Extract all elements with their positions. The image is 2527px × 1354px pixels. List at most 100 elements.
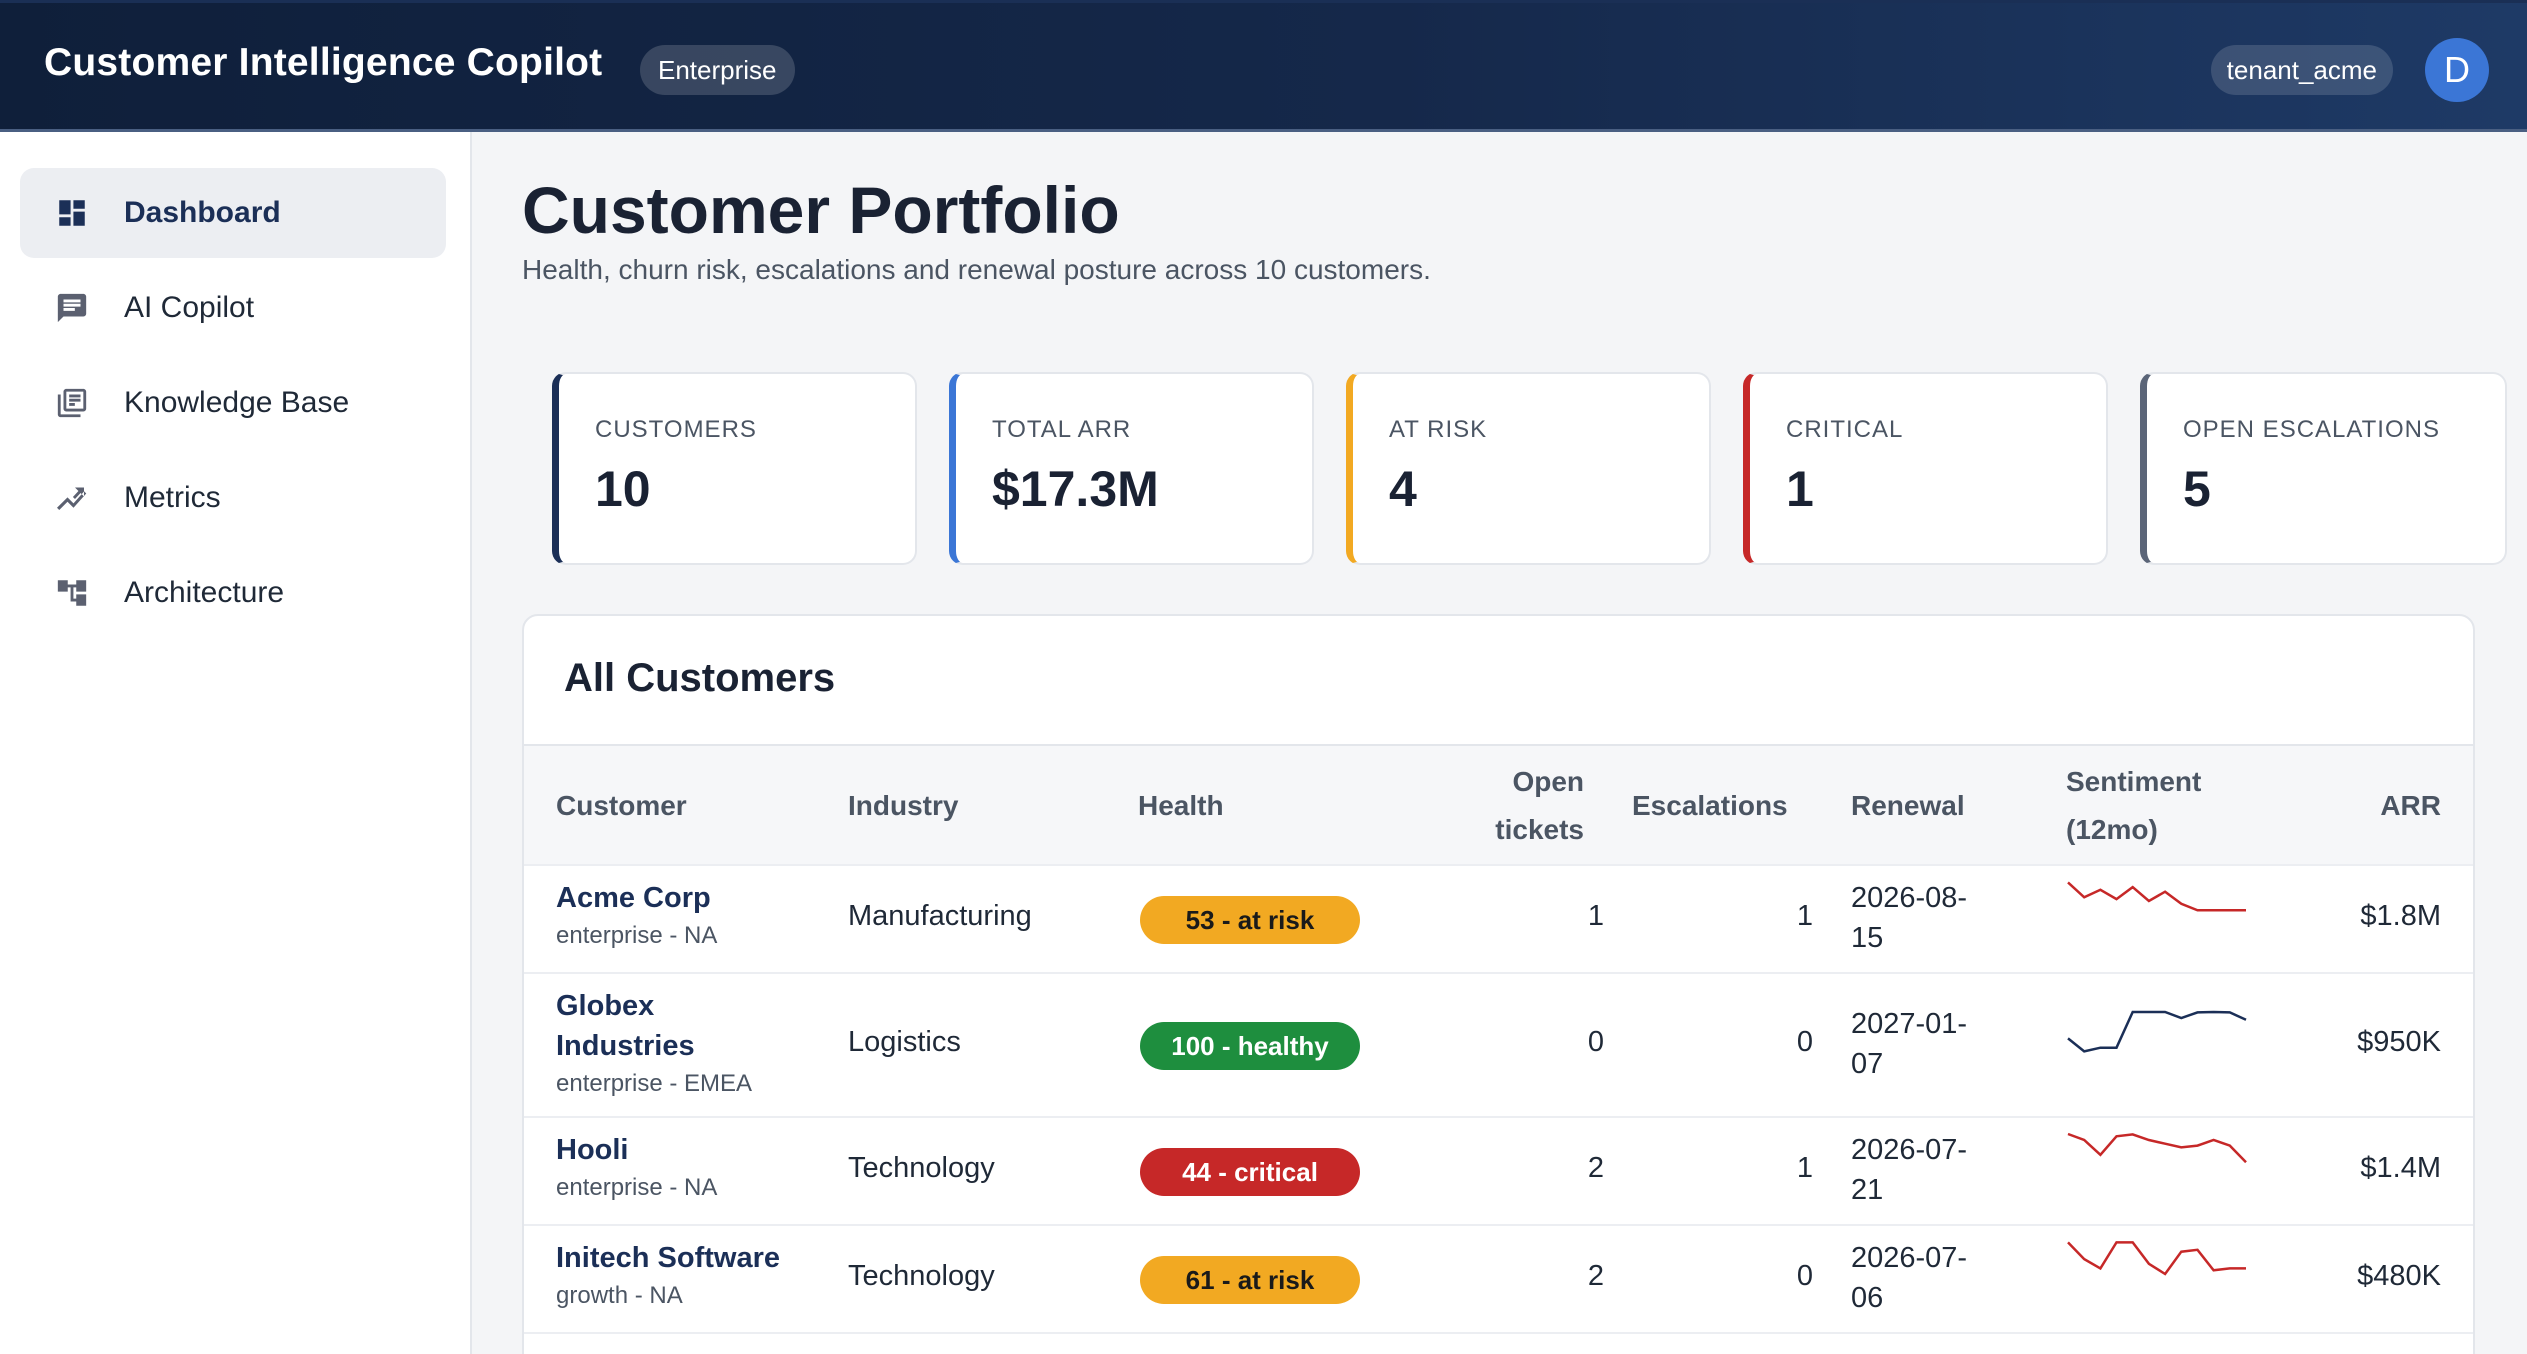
sidebar-item-label: Architecture [124,576,285,609]
renewal-cell: 2026-08- 15 [1851,878,1967,958]
sidebar-item-knowledge-base[interactable]: Knowledge Base [20,358,446,448]
user-avatar[interactable]: D [2425,38,2489,102]
table-header: Customer Industry Health Open tickets Es… [524,744,2473,864]
escalations-cell: 0 [1796,1026,1813,1058]
customer-cell: Globex Industries enterprise - EMEA [556,986,752,1102]
open-tickets-cell: 1 [1587,900,1604,932]
health-badge: 100 - healthy [1140,1022,1360,1070]
health-badge: 61 - at risk [1140,1256,1360,1304]
customer-name-link[interactable]: Hooli [556,1134,629,1166]
customer-cell: Initech Software growth - NA [556,1238,780,1314]
sentiment-sparkline [2067,1132,2247,1164]
sidebar-item-metrics[interactable]: Metrics [20,453,446,543]
open-tickets-cell: 2 [1587,1260,1604,1292]
customer-cell: Acme Corp enterprise - NA [556,878,717,954]
hierarchy-icon [20,576,124,610]
industry-cell: Manufacturing [848,900,1032,932]
renewal-line2: 06 [1851,1282,1884,1314]
sidebar-item-label: Knowledge Base [124,386,350,419]
open-tickets-cell: 2 [1587,1152,1604,1184]
table-row[interactable]: Hooli enterprise - NA Technology 44 - cr… [524,1116,2473,1224]
app-title: Customer Intelligence Copilot [44,41,603,84]
stat-label: OPEN ESCALATIONS [2183,416,2440,443]
sidebar-item-architecture[interactable]: Architecture [20,548,446,638]
column-header-arr[interactable]: ARR [2380,790,2441,821]
customer-meta: enterprise - EMEA [556,1070,753,1097]
renewal-cell: 2026-07- 06 [1851,1238,1967,1318]
table-row[interactable] [524,1332,2473,1354]
stat-value: $17.3M [992,461,1159,517]
sparkline-path [2067,881,2246,912]
sidebar-item-dashboard[interactable]: Dashboard [20,168,446,258]
column-header-open-line1: Open [1512,766,1584,797]
chat-icon [20,291,124,325]
sidebar-item-label: Metrics [124,481,221,514]
escalations-cell: 1 [1796,900,1813,932]
renewal-line2: 07 [1851,1048,1884,1080]
sentiment-sparkline [2067,1010,2247,1053]
sidebar-item-ai-copilot[interactable]: AI Copilot [20,263,446,353]
arr-cell: $480K [2357,1260,2441,1292]
customer-name-line2: Industries [556,1030,695,1062]
sidebar-item-label: Dashboard [124,196,281,229]
tenant-selector[interactable]: tenant_acme [2210,45,2393,95]
sparkline-path [2067,1241,2246,1276]
stat-value: 5 [2183,461,2211,517]
customer-meta: enterprise - NA [556,922,718,949]
customer-cell: Hooli enterprise - NA [556,1130,717,1206]
renewal-line1: 2026-07- [1851,1242,1968,1274]
escalations-cell: 1 [1796,1152,1813,1184]
customer-meta: enterprise - NA [556,1174,718,1201]
stat-card-total-arr: TOTAL ARR $17.3M [949,372,1314,565]
trend-icon [20,480,124,516]
customer-name-link[interactable]: Initech Software [556,1242,780,1274]
stat-card-open-escalations: OPEN ESCALATIONS 5 [2140,372,2507,565]
renewal-line1: 2027-01- [1851,1008,1968,1040]
stat-label: CRITICAL [1786,416,1904,443]
stat-card-customers: CUSTOMERS 10 [552,372,917,565]
table-row[interactable]: Globex Industries enterprise - EMEA Logi… [524,972,2473,1116]
column-header-customer[interactable]: Customer [556,790,687,821]
renewal-cell: 2027-01- 07 [1851,1004,1967,1084]
library-icon [20,386,124,420]
dashboard-icon [20,196,124,230]
column-header-industry[interactable]: Industry [848,790,959,821]
column-header-open-tickets[interactable]: Open tickets [1424,758,1584,854]
page-title: Customer Portfolio [522,173,1120,247]
open-tickets-cell: 0 [1587,1026,1604,1058]
plan-badge: Enterprise [640,45,795,95]
renewal-line1: 2026-08- [1851,882,1968,914]
panel-title: All Customers [564,656,836,700]
table-row[interactable]: Initech Software growth - NA Technology … [524,1224,2473,1332]
table-row[interactable]: Acme Corp enterprise - NA Manufacturing … [524,864,2473,972]
stat-card-at-risk: AT RISK 4 [1346,372,1711,565]
customer-name-link[interactable]: Globex Industries [556,986,752,1066]
sentiment-sparkline [2067,881,2246,912]
column-header-sentiment-line2: (12mo) [2066,814,2158,845]
column-header-health[interactable]: Health [1138,790,1224,821]
stat-value: 10 [595,461,651,517]
renewal-line1: 2026-07- [1851,1134,1968,1166]
industry-cell: Technology [848,1152,995,1184]
stat-label: CUSTOMERS [595,416,757,443]
escalations-cell: 0 [1796,1260,1813,1292]
column-header-escalations[interactable]: Escalations [1632,790,1788,821]
column-header-open-line2: tickets [1495,814,1584,845]
stat-card-critical: CRITICAL 1 [1743,372,2108,565]
column-header-renewal[interactable]: Renewal [1851,790,1965,821]
customer-meta: growth - NA [556,1282,683,1309]
customers-panel: All Customers Customer Industry Health O… [522,614,2475,1354]
column-header-sentiment-line1: Sentiment [2066,766,2202,797]
industry-cell: Logistics [848,1026,961,1058]
customer-name-line1: Globex [556,990,655,1022]
arr-cell: $1.8M [2360,900,2441,932]
renewal-line2: 21 [1851,1174,1884,1206]
customer-name-link[interactable]: Acme Corp [556,882,711,914]
stat-value: 4 [1389,461,1417,517]
column-header-sentiment[interactable]: Sentiment (12mo) [2066,758,2201,854]
stat-label: TOTAL ARR [992,416,1132,443]
sparkline-path [2067,1132,2247,1164]
renewal-line2: 15 [1851,922,1884,954]
renewal-cell: 2026-07- 21 [1851,1130,1967,1210]
arr-cell: $950K [2357,1026,2441,1058]
